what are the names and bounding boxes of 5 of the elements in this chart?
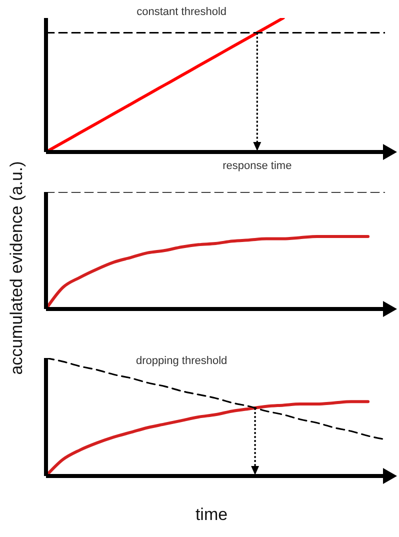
series-label: constant threshold (136, 6, 227, 18)
x-axis-title: time (195, 505, 228, 524)
text: response time (222, 160, 292, 172)
y-axis-title: accumulated evidence (a.u.) (7, 161, 26, 375)
series-label: dropping threshold (136, 355, 228, 368)
